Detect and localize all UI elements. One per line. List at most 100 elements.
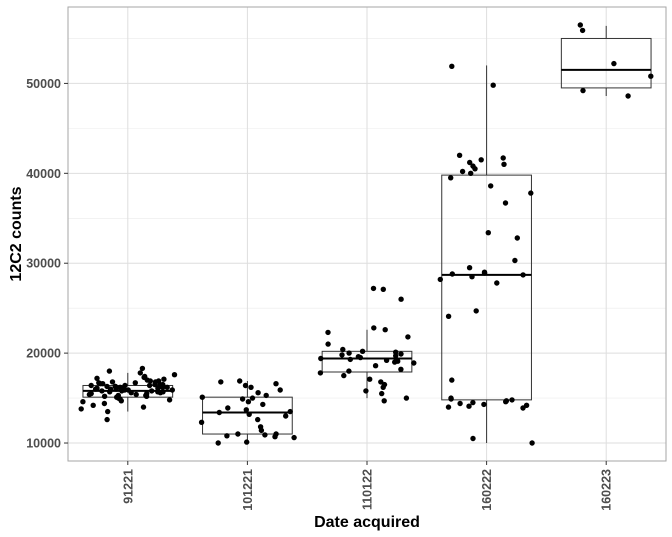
data-point — [171, 372, 178, 378]
boxplot-160223 — [560, 25, 652, 97]
data-point — [577, 22, 583, 28]
x-tick-label: 160223 — [600, 469, 614, 511]
data-point — [118, 398, 125, 404]
data-point — [325, 341, 331, 347]
data-point — [237, 378, 243, 384]
data-point — [133, 391, 139, 398]
data-point — [528, 190, 534, 196]
data-point — [94, 375, 100, 381]
data-point — [381, 398, 387, 404]
x-tick-label: 160222 — [480, 469, 494, 511]
data-point — [403, 395, 410, 401]
data-point — [216, 409, 222, 416]
x-tick-label: 101221 — [241, 469, 255, 511]
data-point — [272, 434, 278, 440]
data-point — [494, 280, 500, 286]
data-point — [140, 404, 147, 410]
data-point — [357, 354, 364, 361]
data-point — [143, 393, 150, 399]
data-point — [398, 351, 404, 357]
data-points — [78, 22, 654, 446]
data-point — [359, 348, 366, 354]
data-point — [466, 265, 473, 271]
data-point — [371, 325, 377, 331]
data-point — [340, 346, 346, 353]
data-point — [147, 378, 153, 384]
data-point — [457, 400, 463, 407]
y-axis-ticks: 10000 20000 30000 40000 50000 — [26, 77, 68, 451]
data-point — [152, 381, 158, 388]
data-point — [405, 334, 411, 340]
boxplot-160222 — [441, 65, 532, 444]
data-point — [239, 396, 246, 402]
x-tick-label: 110122 — [361, 469, 375, 510]
data-point — [283, 413, 289, 419]
data-point — [106, 368, 113, 374]
data-point — [86, 391, 93, 398]
data-point — [445, 404, 452, 410]
data-point — [467, 159, 473, 166]
data-point — [139, 365, 146, 372]
data-point — [449, 271, 455, 277]
data-point — [456, 152, 463, 158]
data-point — [529, 440, 535, 446]
y-tick-label: 10000 — [26, 437, 61, 451]
data-point — [481, 401, 487, 408]
data-point — [325, 329, 331, 336]
data-point — [520, 405, 526, 411]
data-point — [92, 386, 99, 392]
data-point — [346, 350, 352, 356]
data-point — [225, 405, 231, 411]
data-point — [166, 397, 173, 403]
data-point — [258, 427, 265, 434]
data-point — [109, 379, 116, 385]
data-point — [478, 157, 484, 163]
data-point — [245, 399, 252, 405]
data-point — [512, 257, 518, 264]
data-point — [104, 416, 110, 423]
data-point — [198, 419, 205, 425]
y-tick-label: 50000 — [26, 77, 61, 91]
data-point — [97, 381, 104, 387]
y-tick-label: 20000 — [26, 347, 61, 361]
data-point — [243, 407, 249, 413]
data-point — [509, 397, 515, 403]
box — [560, 37, 652, 89]
data-point — [149, 388, 155, 394]
data-point — [199, 394, 205, 400]
data-point — [470, 399, 476, 406]
data-point — [164, 384, 170, 390]
box — [441, 174, 532, 401]
data-point — [255, 416, 261, 423]
data-point — [137, 370, 143, 376]
data-point — [363, 388, 369, 394]
data-point — [466, 403, 472, 409]
data-point — [380, 286, 386, 292]
data-point — [122, 382, 128, 389]
data-point — [80, 399, 86, 405]
data-point — [101, 400, 108, 407]
data-point — [501, 161, 507, 167]
data-point — [277, 387, 283, 393]
data-point — [260, 401, 266, 408]
data-point — [378, 379, 384, 385]
data-point — [215, 440, 221, 446]
data-point — [235, 431, 241, 437]
data-point — [449, 63, 455, 69]
data-point — [502, 200, 509, 206]
x-tick-label: 91221 — [121, 469, 135, 504]
data-point — [503, 399, 509, 405]
data-point — [317, 370, 324, 376]
data-point — [481, 270, 488, 276]
data-point — [520, 272, 526, 278]
data-point — [380, 384, 386, 390]
data-point — [90, 402, 96, 408]
data-point — [262, 432, 268, 438]
data-point — [448, 396, 454, 402]
data-point — [160, 384, 166, 390]
data-point — [128, 390, 134, 396]
data-point — [339, 352, 345, 358]
data-point — [383, 357, 390, 363]
data-point — [392, 359, 398, 365]
